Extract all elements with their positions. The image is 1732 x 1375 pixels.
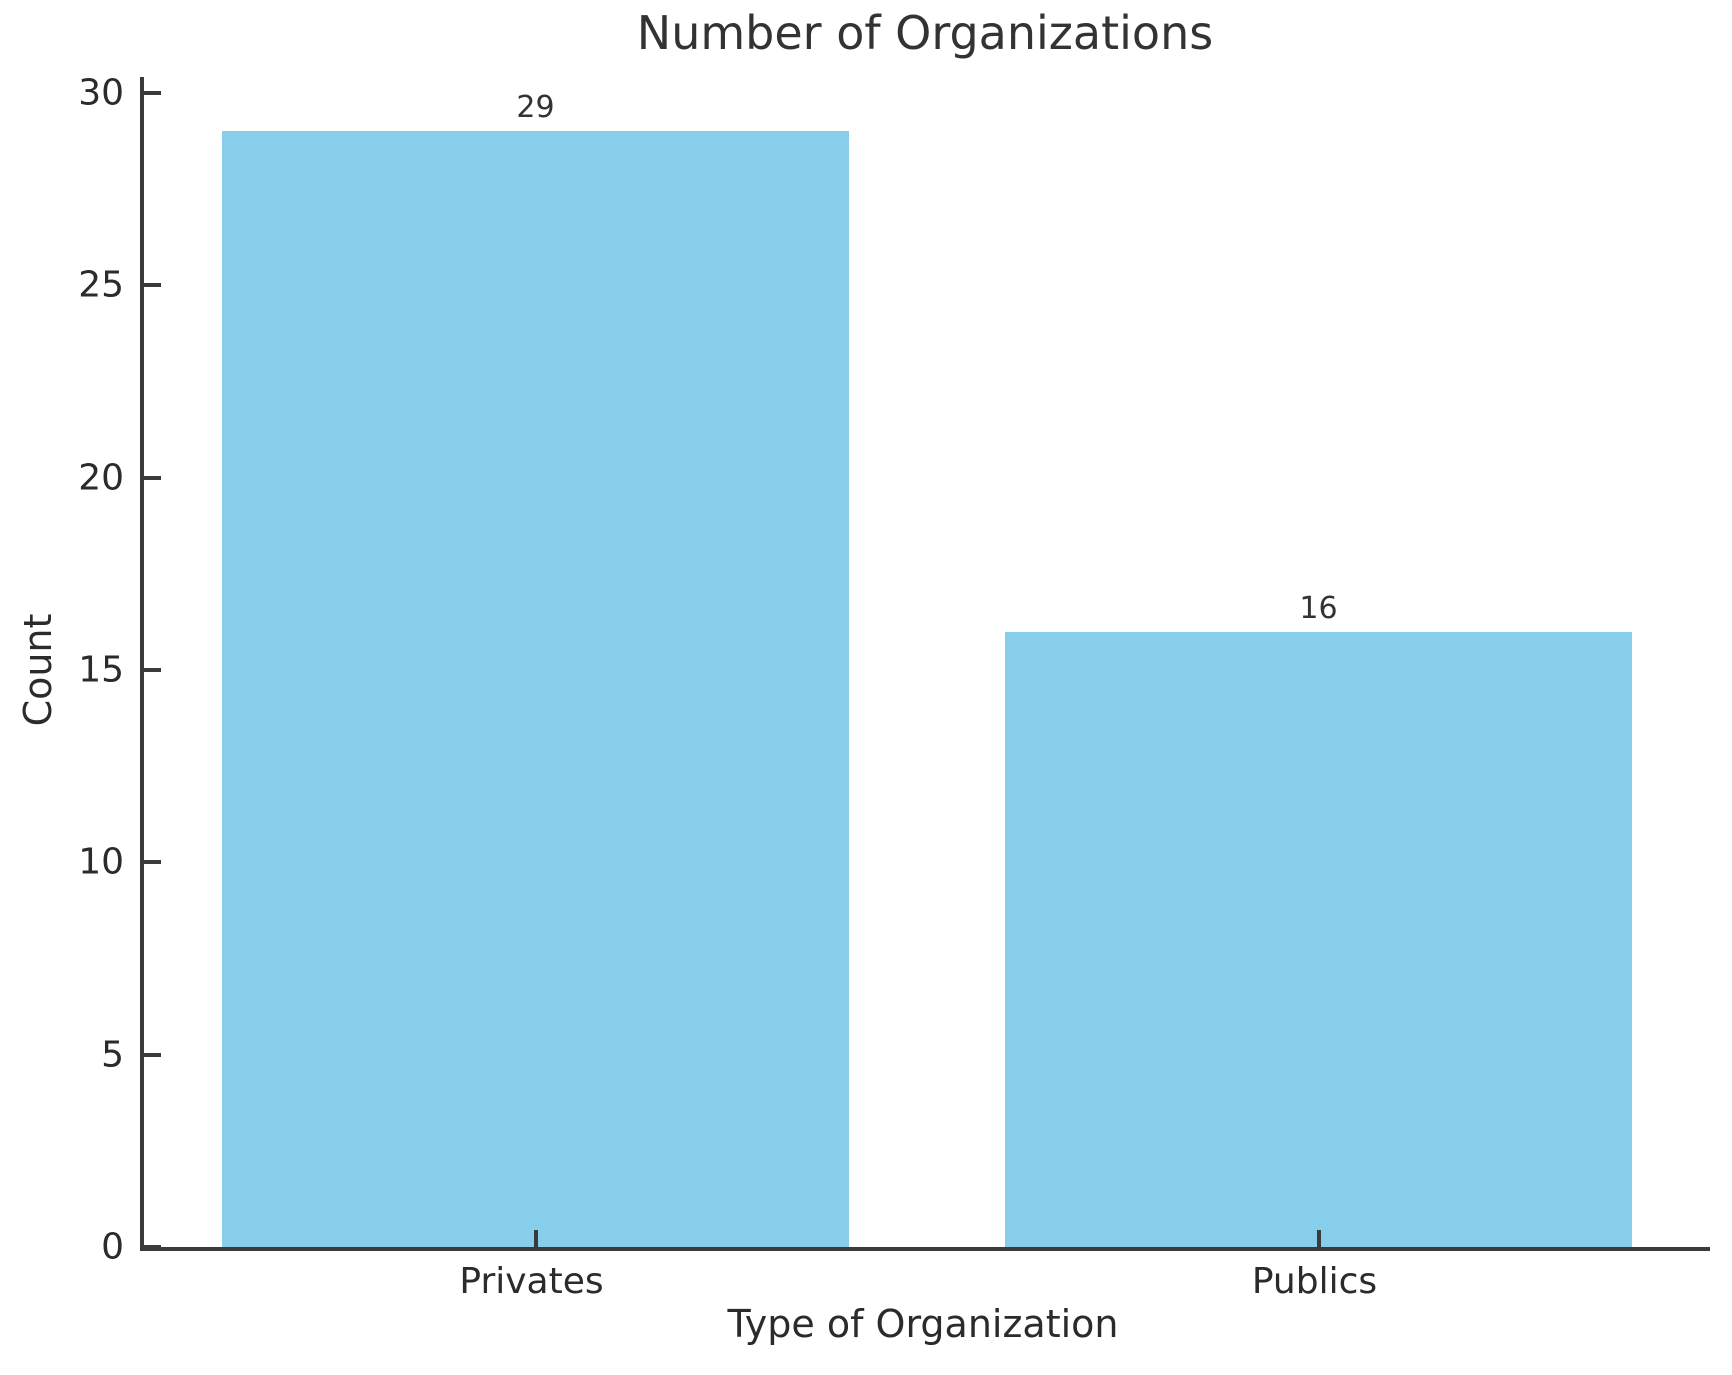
x-tick-label: Privates <box>459 1261 604 1302</box>
y-tick-label: 15 <box>78 649 124 691</box>
y-tick-label: 5 <box>101 1034 124 1076</box>
y-tick-label: 30 <box>78 72 124 114</box>
bar-privates <box>222 131 849 1247</box>
bar-value-label: 16 <box>1299 590 1338 626</box>
x-axis-label: Type of Organization <box>727 1302 1119 1346</box>
y-tick <box>144 91 161 95</box>
y-tick <box>144 668 161 672</box>
y-tick <box>144 283 161 288</box>
bar-publics <box>1005 631 1632 1247</box>
x-tick <box>1316 1230 1321 1247</box>
y-tick <box>144 860 161 865</box>
y-tick-label: 0 <box>101 1226 124 1268</box>
bar-value-label: 29 <box>516 90 555 126</box>
x-tick <box>533 1230 538 1247</box>
y-tick-label: 20 <box>78 457 124 499</box>
y-tick <box>144 1245 161 1249</box>
y-tick <box>144 475 161 480</box>
y-tick-label: 10 <box>78 841 124 883</box>
y-tick-label: 25 <box>78 264 124 306</box>
plot-area: 29 16 <box>140 77 1710 1251</box>
x-tick-label: Publics <box>1251 1261 1378 1302</box>
y-tick <box>144 1052 161 1057</box>
chart-title: Number of Organizations <box>636 6 1214 60</box>
